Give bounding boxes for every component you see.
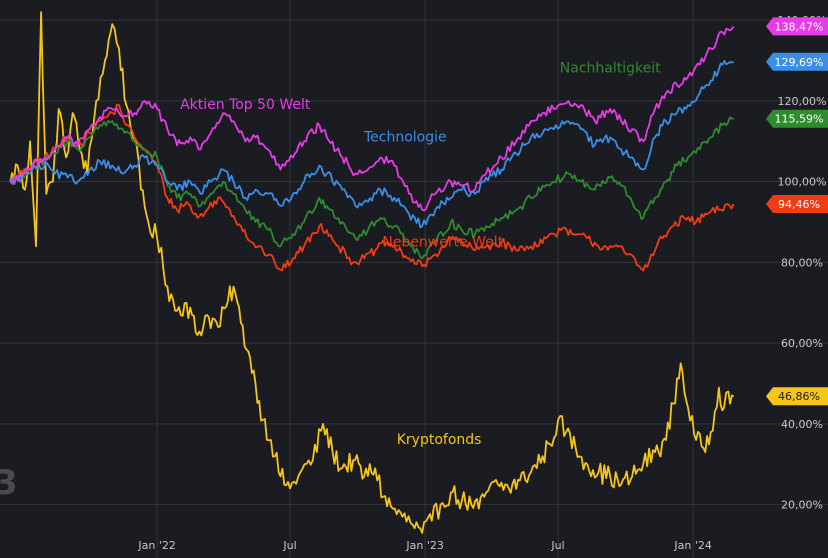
series-label-kryptofonds: Kryptofonds (397, 432, 482, 448)
y-tick-label-40: 40,00% (781, 418, 823, 431)
series-line-technologie (9, 60, 734, 229)
last-value-badge-nachhaltigkeit: 115,59% (766, 109, 828, 128)
x-tick-label-1: Jul (282, 539, 296, 552)
series-line-nebenwerte-welt (9, 103, 735, 272)
series-label-technologie: Technologie (363, 129, 447, 145)
badge-text-nachhaltigkeit: 115,59% (775, 113, 824, 126)
badge-text-nebenwerte-welt: 94,46% (778, 198, 820, 211)
watermark: 3 (0, 463, 18, 503)
last-value-badges: 46,86% 94,46% 115,59% 129,69% 138,47% (766, 17, 828, 406)
x-tick-label-0: Jan '22 (137, 539, 175, 552)
x-axis: Jan '22 Jul Jan '23 Jul Jan '24 (137, 539, 712, 552)
series-label-nebenwerte-welt: Nebenwerte Welt (382, 234, 503, 250)
badge-text-aktien-top-50-welt: 138,47% (775, 20, 824, 33)
badge-shape-kryptofonds (766, 387, 828, 406)
badge-shape-nebenwerte-welt (766, 195, 828, 214)
badge-text-technologie: 129,69% (775, 56, 824, 69)
last-value-badge-technologie: 129,69% (766, 52, 828, 71)
x-tick-label-3: Jul (550, 539, 564, 552)
badge-text-kryptofonds: 46,86% (778, 390, 820, 403)
badge-shape-technologie (766, 52, 828, 71)
last-value-badge-kryptofonds: 46,86% (766, 387, 828, 406)
series-line-nachhaltigkeit (10, 116, 734, 260)
series-line-kryptofonds (9, 11, 734, 534)
x-tick-label-4: Jan '24 (673, 539, 711, 552)
y-tick-label-20: 20,00% (781, 499, 823, 512)
last-value-badge-aktien-top-50-welt: 138,47% (766, 17, 828, 36)
series-labels: Kryptofonds Nebenwerte Welt Nachhaltigkeit… (180, 61, 661, 448)
series-group (9, 11, 735, 534)
badge-shape-nachhaltigkeit (766, 109, 828, 128)
last-value-badge-nebenwerte-welt: 94,46% (766, 195, 828, 214)
y-tick-label-80: 80,00% (781, 256, 823, 269)
series-label-nachhaltigkeit: Nachhaltigkeit (560, 61, 661, 77)
x-tick-label-2: Jan '23 (405, 539, 443, 552)
badge-shape-aktien-top-50-welt (766, 17, 828, 36)
series-line-aktien-top-50-welt (9, 25, 735, 212)
y-axis: 20,00%40,00%60,00%80,00%100,00%120,00%14… (778, 14, 827, 511)
y-tick-label-60: 60,00% (781, 337, 823, 350)
series-label-aktien-top-50-welt: Aktien Top 50 Welt (180, 97, 311, 113)
y-tick-label-120: 120,00% (778, 95, 827, 108)
y-tick-label-100: 100,00% (778, 176, 827, 189)
